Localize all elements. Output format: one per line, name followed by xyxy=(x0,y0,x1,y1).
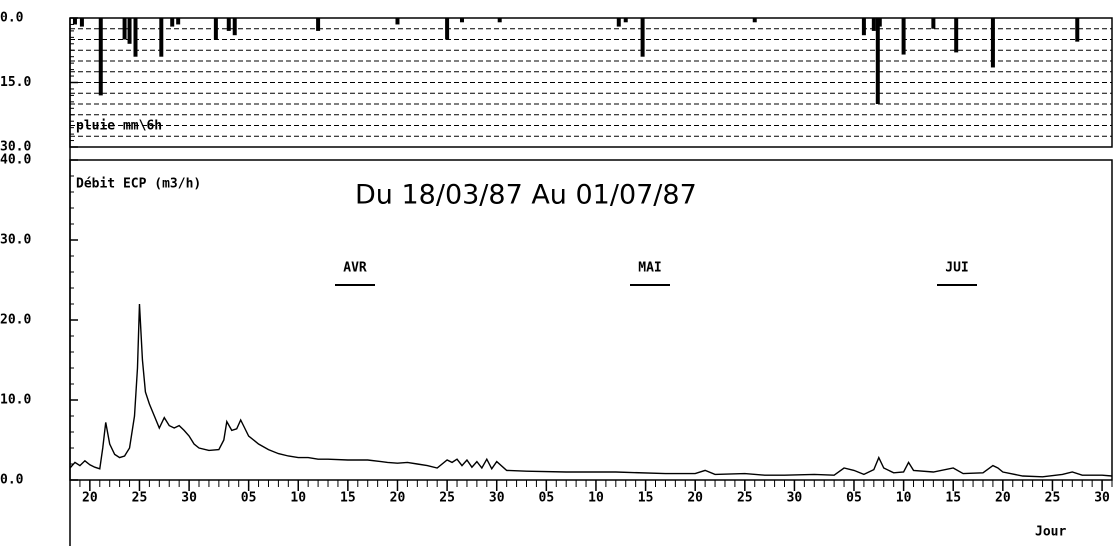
rain-bar xyxy=(133,18,138,57)
rain-bar xyxy=(901,18,906,55)
rain-bar xyxy=(954,18,959,53)
x-tick-label: 05 xyxy=(539,491,555,506)
rain-bar xyxy=(213,18,218,40)
chart-title: Du 18/03/87 Au 01/07/87 xyxy=(355,180,697,211)
x-tick-label: 30 xyxy=(787,491,803,506)
x-tick-label: 10 xyxy=(588,491,604,506)
rain-bar xyxy=(445,18,450,40)
flow-label: Débit ECP (m3/h) xyxy=(76,177,201,192)
x-tick-label: 30 xyxy=(489,491,505,506)
x-tick-label: 10 xyxy=(896,491,912,506)
rain-bar xyxy=(122,18,127,40)
x-tick-label: 15 xyxy=(945,491,961,506)
y-tick-label: 40.0 xyxy=(0,153,31,168)
x-tick-label: 10 xyxy=(290,491,306,506)
rain-bar xyxy=(127,18,132,44)
x-tick-label: 15 xyxy=(340,491,356,506)
x-tick-label: 25 xyxy=(132,491,148,506)
y-tick-label: 15.0 xyxy=(0,75,31,90)
rain-bar xyxy=(990,18,995,68)
x-tick-label: 20 xyxy=(687,491,703,506)
y-tick-label: 0.0 xyxy=(0,11,24,26)
x-tick-label: 20 xyxy=(390,491,406,506)
month-label: MAI xyxy=(638,261,661,276)
y-tick-label: 20.0 xyxy=(0,313,31,328)
x-tick-label: 25 xyxy=(439,491,455,506)
y-tick-label: 30.0 xyxy=(0,233,31,248)
rain-bar xyxy=(616,18,621,27)
rain-bar xyxy=(875,18,880,104)
rain-bar xyxy=(752,18,757,23)
rain-bar xyxy=(931,18,936,29)
rain-bar xyxy=(176,18,181,25)
rain-bar xyxy=(871,18,876,31)
rain-bar xyxy=(623,18,628,23)
rain-bar xyxy=(79,18,84,27)
rain-bar xyxy=(159,18,164,57)
x-tick-label: 05 xyxy=(846,491,862,506)
x-tick-label: 30 xyxy=(181,491,197,506)
x-tick-label: 25 xyxy=(1045,491,1061,506)
rain-bar xyxy=(497,18,502,23)
rain-bar xyxy=(232,18,237,36)
y-tick-label: 10.0 xyxy=(0,393,31,408)
rain-bar xyxy=(395,18,400,25)
x-tick-label: 25 xyxy=(737,491,753,506)
month-label: JUI xyxy=(945,261,968,276)
rain-bar xyxy=(72,18,77,25)
rain-bar xyxy=(1075,18,1080,42)
x-tick-label: 15 xyxy=(638,491,654,506)
y-tick-label: 0.0 xyxy=(0,473,24,488)
x-tick-label: 20 xyxy=(995,491,1011,506)
rain-bar xyxy=(316,18,321,31)
x-tick-label: 30 xyxy=(1094,491,1110,506)
rain-bar xyxy=(226,18,231,31)
flow-line xyxy=(69,303,1113,478)
rain-bar xyxy=(170,18,175,27)
rain-bar xyxy=(861,18,866,36)
x-tick-label: 20 xyxy=(82,491,98,506)
x-tick-label: 05 xyxy=(241,491,257,506)
rain-bar xyxy=(98,18,103,96)
month-label: AVR xyxy=(343,261,367,276)
rain-bar xyxy=(459,18,464,23)
x-axis-label: Jour xyxy=(1035,525,1066,540)
y-tick-label: 30.0 xyxy=(0,140,31,155)
rain-bar xyxy=(640,18,645,57)
